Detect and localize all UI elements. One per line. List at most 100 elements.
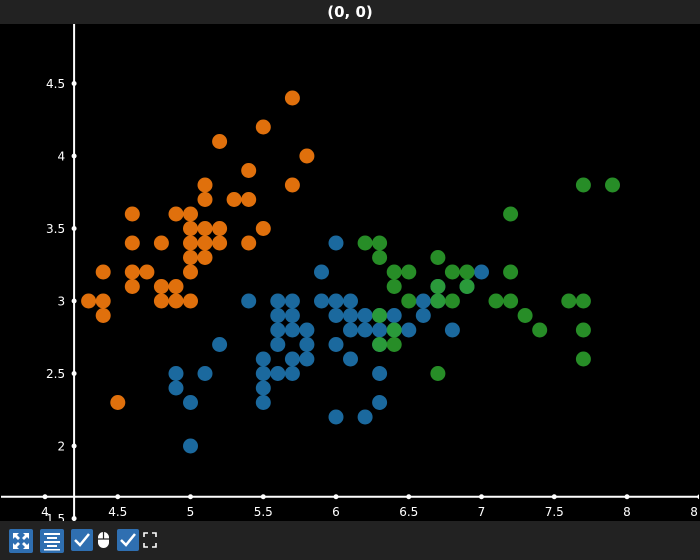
data-point xyxy=(212,221,228,236)
x-tick xyxy=(115,494,121,500)
data-point xyxy=(415,308,431,323)
data-point xyxy=(168,293,184,309)
data-point xyxy=(255,221,271,236)
data-point xyxy=(95,308,111,323)
data-point xyxy=(372,235,388,251)
data-point xyxy=(328,235,344,251)
data-point xyxy=(415,293,431,309)
data-point xyxy=(183,221,198,236)
x-tick-label: 8 xyxy=(623,505,631,519)
align-center-icon xyxy=(44,533,60,551)
x-tick-label: 4 xyxy=(41,505,49,519)
align-center-button[interactable] xyxy=(40,529,64,553)
data-point xyxy=(401,264,417,280)
x-tick-label: 4.5 xyxy=(108,505,127,519)
y-tick-label: 1.5 xyxy=(46,512,65,521)
x-tick xyxy=(188,494,193,500)
data-point xyxy=(357,322,373,338)
data-point xyxy=(168,279,184,294)
data-point xyxy=(197,250,213,265)
scatter-plot[interactable]: 4 4.5 5 5.5 6 6.5 7 7.5 8 8.5 1.5 2 2.5 3 3.5 4 4.5 xyxy=(1,24,699,521)
data-point xyxy=(357,409,373,425)
data-point xyxy=(372,322,388,338)
data-point xyxy=(401,322,417,338)
data-point xyxy=(212,134,228,149)
data-point xyxy=(168,380,184,396)
data-point xyxy=(183,206,198,222)
data-point xyxy=(605,177,620,193)
y-tick-label: 4 xyxy=(57,150,65,164)
data-point xyxy=(212,235,228,251)
mouse-icon xyxy=(95,529,113,551)
data-point xyxy=(270,366,286,381)
x-tick-label: 8.5 xyxy=(690,505,699,519)
data-point xyxy=(386,279,402,294)
x-tick-label: 6 xyxy=(332,505,340,519)
data-point xyxy=(343,308,358,323)
chart-svg[interactable]: 4 4.5 5 5.5 6 6.5 7 7.5 8 8.5 1.5 2 2.5 3 3.5 4 4.5 xyxy=(1,24,699,521)
data-point xyxy=(575,177,591,193)
x-tick xyxy=(697,494,699,500)
data-point xyxy=(270,293,286,309)
data-point xyxy=(386,308,402,323)
data-point xyxy=(284,351,300,367)
data-point xyxy=(299,322,315,338)
data-point xyxy=(255,380,271,396)
y-tick-label: 4.5 xyxy=(46,77,65,91)
data-point xyxy=(212,337,228,352)
mouse-interaction-checkbox[interactable] xyxy=(71,529,93,551)
data-point xyxy=(255,351,271,367)
data-point xyxy=(328,337,344,352)
data-point xyxy=(314,293,329,309)
fullscreen-checkbox[interactable] xyxy=(117,529,139,551)
data-point xyxy=(153,279,169,294)
data-point xyxy=(372,366,388,381)
data-point xyxy=(328,293,344,309)
data-point xyxy=(124,235,140,251)
data-point xyxy=(110,395,126,410)
y-tick-label: 2 xyxy=(57,440,65,454)
data-point xyxy=(343,322,358,338)
data-point xyxy=(444,293,460,309)
y-tick xyxy=(71,516,77,521)
data-point xyxy=(575,351,591,367)
data-point xyxy=(575,322,591,338)
data-point xyxy=(197,366,213,381)
data-point xyxy=(255,395,271,410)
y-tick xyxy=(71,443,77,449)
data-point xyxy=(183,235,198,251)
data-point xyxy=(328,308,344,323)
data-point xyxy=(183,293,198,309)
y-tick-label: 3 xyxy=(57,295,65,309)
data-point xyxy=(284,308,300,323)
data-point xyxy=(284,90,300,106)
checkmark-icon xyxy=(74,533,90,547)
y-tick xyxy=(71,153,77,159)
toolbar xyxy=(0,521,700,560)
y-tick xyxy=(71,81,77,86)
data-point xyxy=(197,221,213,236)
data-point xyxy=(241,293,257,309)
y-tick-label: 3.5 xyxy=(46,222,65,236)
x-tick xyxy=(333,494,339,500)
zoom-to-fit-button[interactable] xyxy=(9,529,33,553)
data-point xyxy=(284,366,300,381)
data-point xyxy=(386,264,402,280)
data-point xyxy=(95,293,111,309)
data-point xyxy=(430,366,446,381)
y-tick xyxy=(71,226,77,231)
data-point xyxy=(517,308,533,323)
data-point xyxy=(124,279,140,294)
data-point xyxy=(197,177,213,193)
data-point xyxy=(386,337,402,352)
data-point xyxy=(197,235,213,251)
data-point xyxy=(561,293,577,309)
data-point xyxy=(430,293,446,309)
data-point xyxy=(183,395,198,410)
data-point xyxy=(241,163,257,178)
data-point xyxy=(328,409,344,425)
data-point xyxy=(299,337,315,352)
data-point xyxy=(444,322,460,338)
data-point xyxy=(197,192,213,207)
